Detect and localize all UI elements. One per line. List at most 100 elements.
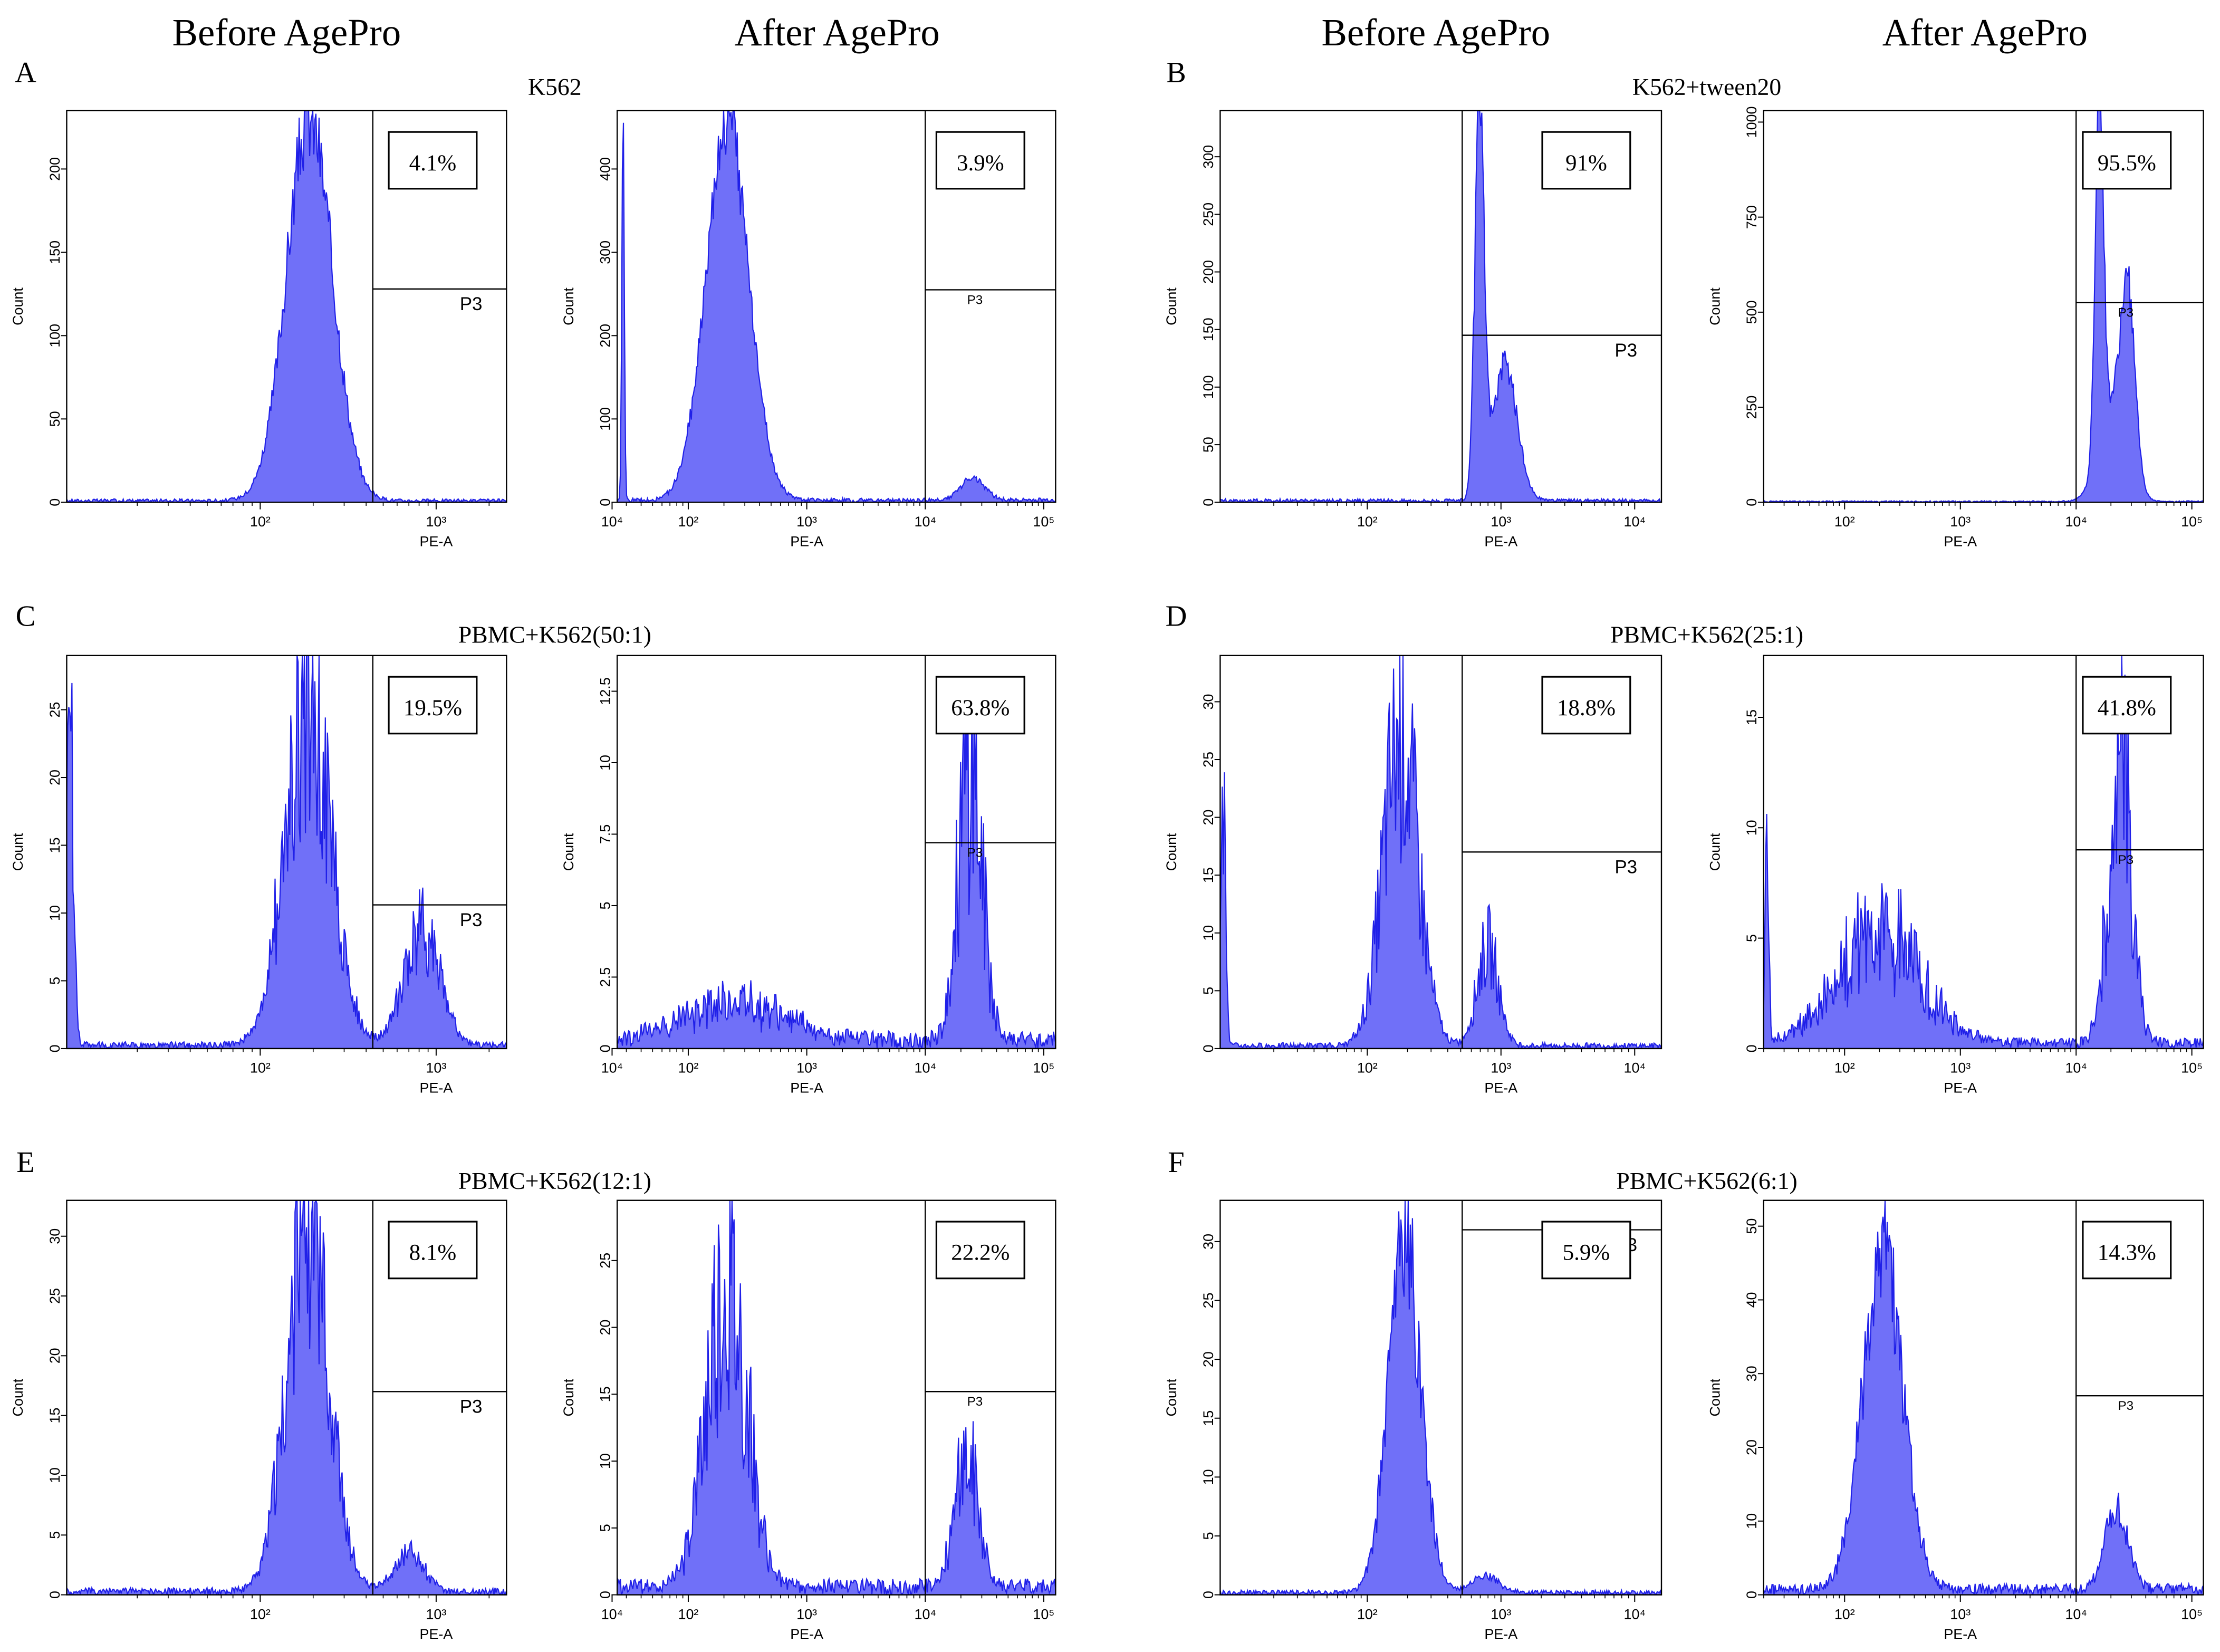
y-axis-label: Count	[1707, 287, 1723, 325]
column-headers: Before AgePro After AgePro Before AgePro Af…	[172, 11, 2088, 54]
plot-frame	[66, 655, 507, 1050]
panel-letter: C	[16, 600, 36, 632]
percent-box	[388, 676, 478, 735]
x-tick-label: 10⁵	[2181, 514, 2203, 530]
y-tick-label: 5	[47, 977, 63, 985]
panel-letter: B	[1166, 56, 1186, 89]
y-tick-label: 10	[1200, 1469, 1216, 1485]
column-header: After AgePro	[1882, 11, 2088, 54]
y-tick-label: 25	[1200, 752, 1216, 767]
y-tick-label: 0	[47, 1044, 63, 1052]
gate-label: P3	[460, 910, 483, 930]
gate-label: P3	[2118, 853, 2134, 867]
panel-title: PBMC+K562(25:1)	[1610, 621, 1803, 648]
x-axis-label: PE-A	[790, 1080, 823, 1096]
y-tick-label: 10	[1744, 1513, 1760, 1529]
y-tick-label: 150	[1200, 318, 1216, 341]
y-tick-label: 100	[47, 324, 63, 348]
gate-label: P3	[967, 1395, 983, 1409]
x-tick-label: 10⁴	[2065, 1606, 2087, 1622]
histogram-panel: P3 14.3% 0 10 20 30 40 50 10² 10³ 10⁴ 10⁵ PE-A Count	[1707, 1199, 2204, 1642]
y-tick-label: 7.5	[598, 824, 613, 844]
y-tick-label: 25	[598, 1253, 613, 1269]
x-tick-label: 10²	[1357, 1060, 1378, 1076]
y-axis-label: Count	[1707, 833, 1723, 871]
percent-box	[935, 131, 1025, 190]
y-tick-label: 50	[47, 411, 63, 427]
y-tick-label: 0	[47, 498, 63, 506]
y-axis-label: Count	[10, 1378, 26, 1416]
histogram-panel: P3 22.2% 0 5 10 15 20 25 10² 10³ 10⁴ 10⁵ PE-A Count	[561, 1199, 1056, 1642]
histogram-panel: P3 8.1% 0 5 10 15 20 25 30 10² 10³ 10⁴ PE-A Count	[10, 1199, 623, 1642]
x-tick-label: 10³	[796, 514, 817, 530]
y-tick-label: 30	[1200, 694, 1216, 709]
x-tick-label: 10³	[1491, 1606, 1511, 1622]
y-tick-label: 30	[1200, 1234, 1216, 1250]
gate-label: P3	[2118, 1399, 2134, 1413]
y-tick-label: 750	[1744, 205, 1760, 229]
histogram-area	[1763, 1200, 2204, 1595]
percent-value: 8.1%	[409, 1241, 457, 1265]
y-tick-label: 50	[1744, 1218, 1760, 1234]
x-axis-label: PE-A	[420, 1080, 453, 1096]
y-tick-label: 15	[1744, 709, 1760, 725]
y-tick-label: 25	[1200, 1293, 1216, 1309]
panel-title: K562+tween20	[1632, 73, 1781, 100]
histogram-panel: P3 95.5% 0 250 500 750 1000 10² 10³ 10⁴ 10⁵ PE-A Cou…	[1707, 107, 2204, 550]
x-tick-label: 10⁵	[1033, 514, 1054, 530]
y-axis-label: Count	[10, 287, 26, 325]
x-tick-label: 10⁵	[1033, 1606, 1054, 1622]
panel-title: PBMC+K562(12:1)	[458, 1167, 651, 1194]
y-tick-label: 300	[598, 241, 613, 264]
x-tick-label: 10⁵	[2181, 1606, 2203, 1622]
y-tick-label: 250	[1744, 396, 1760, 419]
y-tick-label: 15	[47, 1408, 63, 1424]
y-tick-label: 15	[47, 838, 63, 853]
y-tick-label: 10	[47, 1467, 63, 1483]
y-tick-label: 30	[1744, 1366, 1760, 1381]
y-tick-label: 20	[598, 1320, 613, 1336]
y-tick-label: 300	[1200, 145, 1216, 169]
panel-letter: A	[15, 56, 36, 89]
x-axis-label: PE-A	[1944, 1626, 1977, 1642]
plot-frame	[616, 1199, 1056, 1596]
panel-labels: A K562 B K562+tween20 C PBMC+K562(50:1) D PBMC+…	[15, 56, 1803, 1194]
histogram-panel: P3 41.8% 0 5 10 15 10² 10³ 10⁴ 10⁵ PE-A Count	[1707, 655, 2204, 1096]
y-tick-label: 10	[598, 1453, 613, 1469]
y-tick-label: 25	[47, 702, 63, 718]
y-tick-label: 15	[1200, 1410, 1216, 1426]
x-tick-label: 10²	[250, 1606, 271, 1622]
x-tick-label: 10⁴	[915, 1606, 936, 1622]
y-axis-label: Count	[561, 287, 576, 325]
plot-frame	[616, 655, 1056, 1050]
y-tick-label: 1000	[1744, 107, 1760, 138]
percent-value: 3.9%	[957, 151, 1004, 176]
x-tick-label: 10²	[1834, 1060, 1855, 1076]
y-tick-label: 30	[47, 1228, 63, 1244]
y-tick-label: 25	[47, 1288, 63, 1304]
gate-label: P3	[1614, 857, 1637, 878]
x-tick-label: 10³	[796, 1606, 817, 1622]
histogram-area	[1763, 655, 2204, 1049]
x-tick-label: 10⁴	[601, 514, 623, 530]
y-axis-label: Count	[1707, 1378, 1723, 1416]
y-tick-label: 5	[1200, 1532, 1216, 1540]
x-tick-label: 10⁴	[915, 1060, 936, 1076]
panel-letter: D	[1166, 600, 1187, 632]
histogram-panel: P3 19.5% 0 5 10 15 20 25 10² 10³ 10⁴ PE-A Count	[10, 655, 623, 1096]
percent-value: 91%	[1565, 151, 1607, 176]
x-tick-label: 10⁴	[601, 1606, 623, 1622]
y-tick-label: 200	[598, 324, 613, 348]
x-tick-label: 10⁴	[2065, 514, 2087, 530]
y-tick-label: 400	[598, 157, 613, 181]
histogram-panel: P3 3.9% 0 100 200 300 400 10² 10³ 10⁴ 10⁵ PE-A Count	[561, 110, 1056, 550]
percent-value: 18.8%	[1557, 696, 1616, 721]
y-axis-label: Count	[1164, 833, 1179, 871]
percent-box	[935, 676, 1025, 735]
x-tick-label: 10²	[250, 1060, 271, 1076]
y-tick-label: 0	[598, 498, 613, 506]
y-tick-label: 0	[598, 1591, 613, 1599]
y-axis-label: Count	[10, 833, 26, 871]
plot-frame	[1763, 110, 2204, 503]
